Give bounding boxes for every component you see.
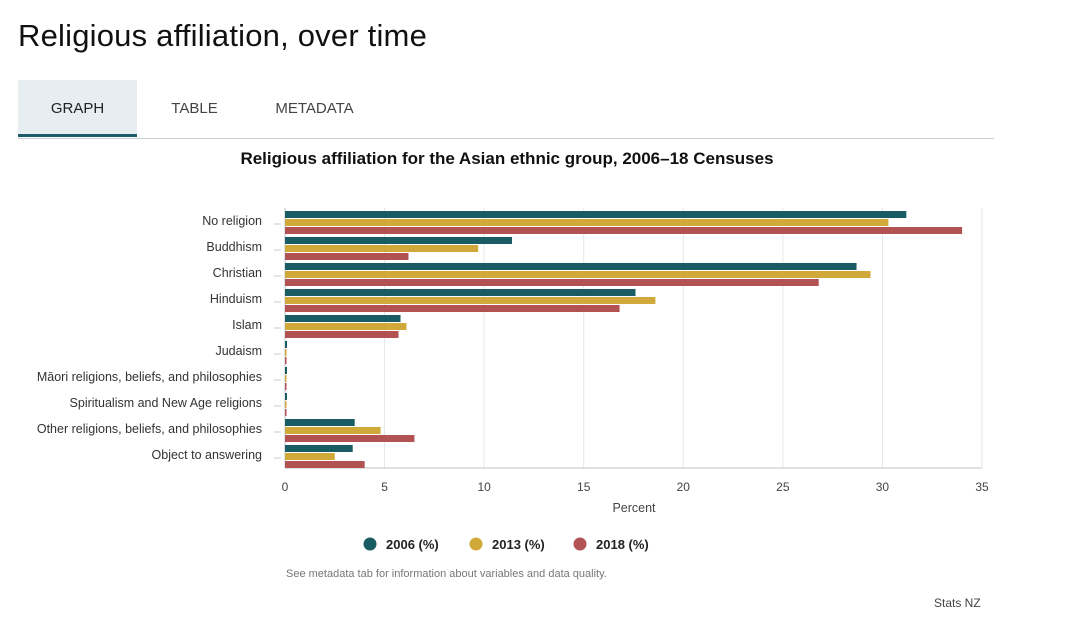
tab-table[interactable]: TABLE xyxy=(171,100,218,117)
bar-2006 xyxy=(285,315,401,322)
category-label: Judaism xyxy=(215,344,262,358)
x-tick-label: 0 xyxy=(282,480,289,494)
chart-title: Religious affiliation for the Asian ethn… xyxy=(240,149,773,168)
x-tick-label: 15 xyxy=(577,480,591,494)
bar-2013 xyxy=(285,271,871,278)
x-tick-label: 35 xyxy=(975,480,989,494)
bar-2013 xyxy=(285,453,335,460)
bar-2006 xyxy=(285,393,287,400)
source-credit: Stats NZ xyxy=(934,596,981,610)
bar-2013 xyxy=(285,401,287,408)
bar-2006 xyxy=(285,237,513,244)
page-title: Religious affiliation, over time xyxy=(18,18,428,53)
bar-2006 xyxy=(285,263,857,270)
bar-2018 xyxy=(285,383,287,390)
bar-2013 xyxy=(285,349,287,356)
x-tick-label: 20 xyxy=(677,480,691,494)
bar-2018 xyxy=(285,435,415,442)
tab-graph[interactable]: GRAPH xyxy=(18,80,137,137)
category-label: Islam xyxy=(232,318,262,332)
bar-2013 xyxy=(285,323,407,330)
bar-2018 xyxy=(285,305,620,312)
category-labels: No religion Buddhism Christian Hinduism Isla… xyxy=(37,214,281,462)
tab-metadata[interactable]: METADATA xyxy=(275,100,354,117)
category-label: Other religions, beliefs, and philosophi… xyxy=(37,422,262,436)
x-tick-label: 10 xyxy=(477,480,491,494)
category-label: Hinduism xyxy=(210,292,262,306)
category-label: Buddhism xyxy=(206,240,262,254)
bar-2006 xyxy=(285,367,287,374)
bar-2018 xyxy=(285,357,287,364)
x-axis-ticks: 0 5 10 15 20 25 30 35 xyxy=(282,480,989,494)
bar-2013 xyxy=(285,245,479,252)
legend-label: 2006 (%) xyxy=(386,537,439,552)
bar-chart: Religious affiliation for the Asian ethn… xyxy=(37,149,989,552)
legend-swatch xyxy=(573,537,587,551)
bar-2013 xyxy=(285,219,889,226)
bar-2018 xyxy=(285,331,399,338)
bar-2006 xyxy=(285,341,287,348)
bar-2006 xyxy=(285,289,636,296)
category-label: Object to answering xyxy=(152,448,263,462)
legend-label: 2018 (%) xyxy=(596,537,649,552)
x-axis-label: Percent xyxy=(612,501,656,515)
category-label: Spiritualism and New Age religions xyxy=(70,396,262,410)
bar-2018 xyxy=(285,253,409,260)
x-tick-label: 25 xyxy=(776,480,790,494)
bar-2006 xyxy=(285,419,355,426)
bar-2013 xyxy=(285,427,381,434)
footnote: See metadata tab for information about v… xyxy=(286,568,607,580)
bar-2018 xyxy=(285,227,963,234)
bar-2018 xyxy=(285,409,287,416)
bar-2018 xyxy=(285,279,819,286)
legend: 2006 (%) 2013 (%) 2018 (%) xyxy=(363,537,649,552)
category-label: No religion xyxy=(202,214,262,228)
legend-swatch xyxy=(469,537,483,551)
x-tick-label: 5 xyxy=(381,480,388,494)
bar-2013 xyxy=(285,375,287,382)
legend-label: 2013 (%) xyxy=(492,537,545,552)
bar-2013 xyxy=(285,297,656,304)
bars xyxy=(285,211,963,468)
x-tick-label: 30 xyxy=(876,480,890,494)
bar-2018 xyxy=(285,461,365,468)
category-label: Christian xyxy=(213,266,262,280)
category-label: Māori religions, beliefs, and philosophi… xyxy=(37,370,262,384)
bar-2006 xyxy=(285,211,907,218)
legend-swatch xyxy=(363,537,377,551)
bar-2006 xyxy=(285,445,353,452)
tab-bar: GRAPH TABLE METADATA xyxy=(18,80,994,139)
